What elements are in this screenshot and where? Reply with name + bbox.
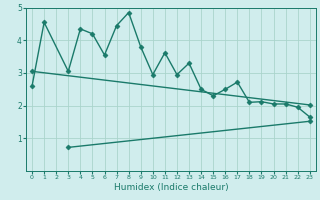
X-axis label: Humidex (Indice chaleur): Humidex (Indice chaleur) [114, 183, 228, 192]
